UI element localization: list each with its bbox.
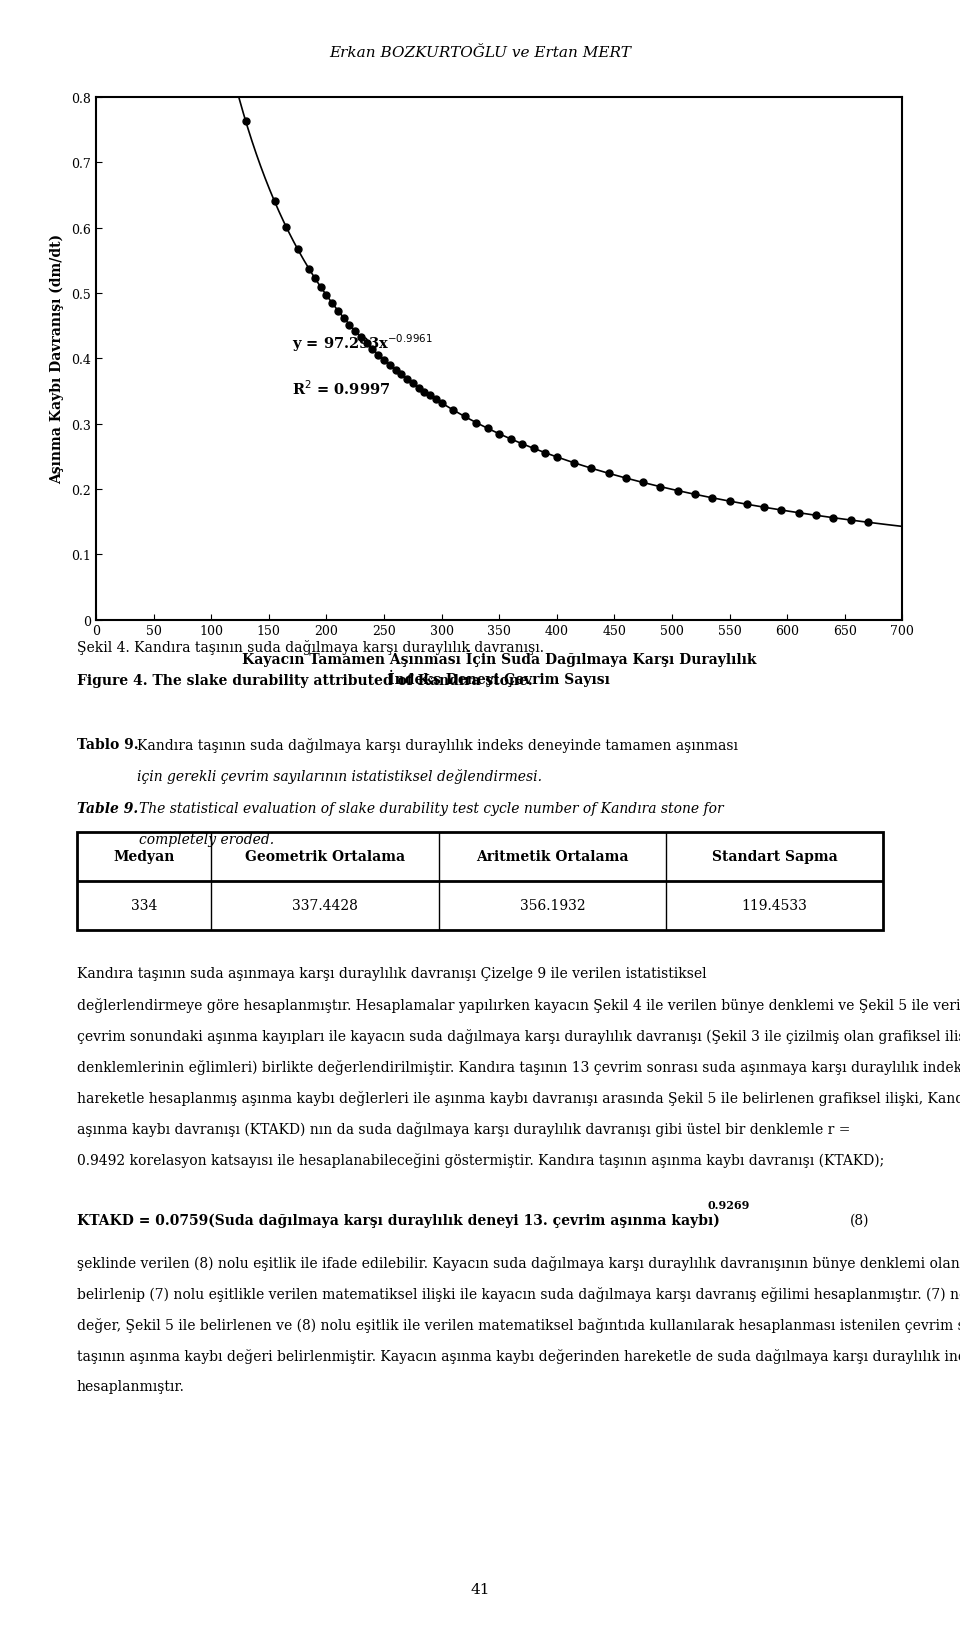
Point: [405, 370, 420, 397]
Point: [860, 509, 876, 535]
Point: [417, 379, 432, 405]
Text: belirlenip (7) nolu eşitlikle verilen matematiksel ilişki ile kayacın suda dağıl: belirlenip (7) nolu eşitlikle verilen ma…: [77, 1286, 960, 1301]
Point: [457, 405, 472, 431]
Point: [739, 491, 755, 517]
Text: hareketle hesaplanmış aşınma kaybı değlerleri ile aşınma kaybı davranışı arasınd: hareketle hesaplanmış aşınma kaybı değle…: [77, 1090, 960, 1105]
Text: 334: 334: [131, 899, 157, 912]
Point: [722, 488, 737, 514]
Point: [515, 431, 530, 457]
Point: [348, 318, 363, 344]
Point: [382, 353, 397, 379]
Point: [808, 503, 824, 529]
Text: 337.4428: 337.4428: [292, 899, 358, 912]
Point: [371, 343, 386, 369]
Text: R$^2$ = 0.9997: R$^2$ = 0.9997: [292, 379, 391, 398]
Point: [353, 325, 369, 351]
Point: [290, 237, 305, 263]
Text: y = 97.293x$^{-0.9961}$: y = 97.293x$^{-0.9961}$: [292, 333, 433, 354]
Text: hesaplanmıştır.: hesaplanmıştır.: [77, 1379, 184, 1394]
Text: Erkan BOZKURTOĞLU ve Ertan MERT: Erkan BOZKURTOĞLU ve Ertan MERT: [329, 46, 631, 60]
Point: [330, 299, 346, 325]
Point: [826, 506, 841, 532]
Point: [394, 362, 409, 388]
Text: The statistical evaluation of slake durability test cycle number of Kandıra ston: The statistical evaluation of slake dura…: [139, 801, 724, 816]
Point: [307, 266, 323, 292]
X-axis label: Kayacın Tamamen Aşınması İçin Suda Dağılmaya Karşı Duraylılık
İndeks Deneyi Çevr: Kayacın Tamamen Aşınması İçin Suda Dağıl…: [242, 650, 756, 685]
Text: Tablo 9.: Tablo 9.: [77, 738, 138, 752]
Text: şeklinde verilen (8) nolu eşitlik ile ifade edilebilir. Kayacın suda dağılmaya k: şeklinde verilen (8) nolu eşitlik ile if…: [77, 1255, 960, 1270]
Point: [774, 498, 789, 524]
Point: [653, 475, 668, 501]
Point: [278, 214, 294, 240]
Point: [538, 441, 553, 467]
Point: [342, 312, 357, 338]
Point: [618, 465, 634, 491]
Text: Kandıra taşının suda dağılmaya karşı duraylılık indeks deneyinde tamamen aşınmas: Kandıra taşının suda dağılmaya karşı dur…: [137, 738, 738, 752]
Point: [428, 387, 444, 413]
Text: aşınma kaybı davranışı (KTAKD) nın da suda dağılmaya karşı duraylılık davranışı : aşınma kaybı davranışı (KTAKD) nın da su…: [77, 1121, 851, 1136]
Point: [503, 426, 518, 452]
Point: [238, 109, 253, 135]
Point: [843, 508, 858, 534]
Point: [301, 256, 317, 282]
Text: KTAKD = 0.0759(Suda dağılmaya karşı duraylılık deneyi 13. çevrim aşınma kaybı): KTAKD = 0.0759(Suda dağılmaya karşı dura…: [77, 1213, 720, 1227]
Text: (8): (8): [850, 1213, 869, 1227]
Point: [434, 390, 449, 416]
Point: [705, 485, 720, 511]
Point: [267, 189, 282, 215]
Text: Aritmetik Ortalama: Aritmetik Ortalama: [476, 850, 629, 863]
Point: [313, 274, 328, 300]
Y-axis label: Aşınma Kaybı Davranışı (dm/dt): Aşınma Kaybı Davranışı (dm/dt): [50, 233, 64, 485]
Point: [492, 421, 507, 447]
Point: [359, 331, 374, 357]
Text: Standart Sapma: Standart Sapma: [711, 850, 837, 863]
Point: [584, 455, 599, 481]
Point: [566, 450, 582, 477]
Point: [376, 348, 392, 374]
Point: [687, 481, 703, 508]
Point: [411, 375, 426, 401]
Point: [468, 410, 484, 436]
Text: 119.4533: 119.4533: [742, 899, 807, 912]
Point: [365, 336, 380, 362]
Point: [526, 436, 541, 462]
Point: [756, 494, 772, 521]
Point: [445, 398, 461, 424]
Point: [324, 290, 340, 317]
Text: değlerlendirmeye göre hesaplanmıştır. Hesaplamalar yapılırken kayacın Şekil 4 il: değlerlendirmeye göre hesaplanmıştır. He…: [77, 997, 960, 1012]
Point: [480, 416, 495, 442]
Text: değer, Şekil 5 ile belirlenen ve (8) nolu eşitlik ile verilen matematiksel bağın: değer, Şekil 5 ile belirlenen ve (8) nol…: [77, 1317, 960, 1332]
Text: Kandıra taşının suda aşınmaya karşı duraylılık davranışı Çizelge 9 ile verilen i: Kandıra taşının suda aşınmaya karşı dura…: [77, 966, 707, 981]
Point: [399, 367, 415, 393]
Text: Geometrik Ortalama: Geometrik Ortalama: [245, 850, 405, 863]
Text: Medyan: Medyan: [113, 850, 175, 863]
Text: 41: 41: [470, 1581, 490, 1596]
Point: [336, 305, 351, 331]
Text: taşının aşınma kaybı değeri belirlenmiştir. Kayacın aşınma kaybı değerinden hare: taşının aşınma kaybı değeri belirlenmişt…: [77, 1348, 960, 1363]
Text: 0.9269: 0.9269: [708, 1200, 750, 1211]
Point: [549, 444, 564, 470]
Point: [601, 460, 616, 486]
Text: için gerekli çevrim sayılarının istatistiksel değlendirmesi.: için gerekli çevrim sayılarının istatist…: [137, 769, 542, 783]
Text: çevrim sonundaki aşınma kayıpları ile kayacın suda dağılmaya karşı duraylılık da: çevrim sonundaki aşınma kayıpları ile ka…: [77, 1028, 960, 1043]
Point: [422, 384, 438, 410]
Text: denklemlerinin eğlimleri) birlikte değerlendirilmiştir. Kandıra taşının 13 çevri: denklemlerinin eğlimleri) birlikte değer…: [77, 1059, 960, 1074]
Text: completely eroded.: completely eroded.: [139, 832, 275, 847]
Text: Şekil 4. Kandıra taşının suda dağılmaya karşı duraylılık davranışı.: Şekil 4. Kandıra taşının suda dağılmaya …: [77, 640, 543, 654]
Point: [636, 470, 651, 496]
Point: [791, 501, 806, 527]
Text: Table 9.: Table 9.: [77, 801, 138, 816]
Point: [388, 357, 403, 384]
Text: 0.9492 korelasyon katsayısı ile hesaplanabileceğini göstermiştir. Kandıra taşını: 0.9492 korelasyon katsayısı ile hesaplan…: [77, 1152, 884, 1167]
Point: [319, 282, 334, 308]
Text: 356.1932: 356.1932: [519, 899, 586, 912]
Text: Figure 4. The slake durability attributed of Kandıra stone.: Figure 4. The slake durability attribute…: [77, 674, 533, 689]
Point: [670, 478, 685, 504]
